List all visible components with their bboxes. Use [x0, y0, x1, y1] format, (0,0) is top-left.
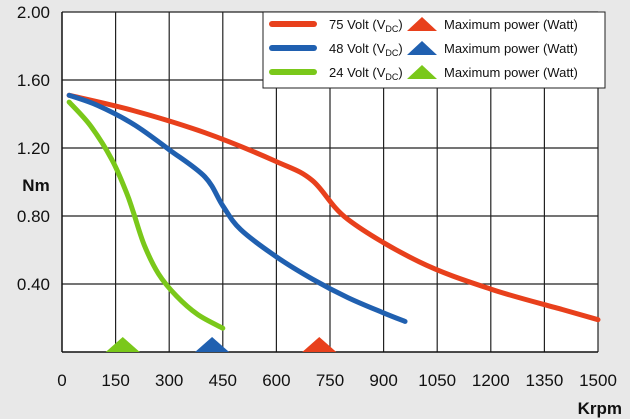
series-line-75-volt — [66, 92, 601, 323]
x-tick-label: 1050 — [418, 371, 456, 390]
y-tick-label: 0.80 — [17, 207, 50, 226]
legend: 75 Volt (VDC) Maximum power (Watt) 48 Volt… — [262, 11, 606, 89]
y-axis-title: Nm — [22, 176, 49, 195]
legend-box — [262, 11, 606, 89]
tick-labels: 0 150 300 450 600 750 900 1050 1200 1350 1500 0.40 0… — [17, 3, 622, 418]
legend-marker-75-volt — [407, 17, 437, 31]
x-tick-label: 900 — [369, 371, 397, 390]
x-tick-label: 1350 — [525, 371, 563, 390]
series-line-24-volt — [66, 99, 226, 331]
x-axis-title: Krpm — [578, 399, 622, 418]
legend-label-24-volt: 24 Volt (VDC) — [329, 65, 403, 82]
x-tick-label: 1500 — [579, 371, 617, 390]
x-tick-label: 300 — [155, 371, 183, 390]
series-lines — [66, 92, 601, 331]
legend-label-75-volt: 75 Volt (VDC) — [329, 17, 403, 34]
max-power-markers — [105, 337, 337, 352]
legend-marker-label-75-volt: Maximum power (Watt) — [444, 17, 578, 32]
max-power-marker-24-volt — [105, 337, 140, 352]
x-tick-label: 0 — [57, 371, 66, 390]
series-line-48-volt — [66, 92, 408, 324]
x-tick-label: 750 — [316, 371, 344, 390]
max-power-marker-75-volt — [302, 337, 337, 352]
x-tick-label: 450 — [209, 371, 237, 390]
y-tick-label: 2.00 — [17, 3, 50, 22]
legend-label-48-volt: 48 Volt (VDC) — [329, 41, 403, 58]
legend-marker-24-volt — [407, 65, 437, 79]
x-tick-label: 150 — [101, 371, 129, 390]
legend-marker-48-volt — [407, 41, 437, 55]
y-tick-label: 0.40 — [17, 275, 50, 294]
legend-marker-label-24-volt: Maximum power (Watt) — [444, 65, 578, 80]
x-tick-label: 1200 — [472, 371, 510, 390]
x-tick-label: 600 — [262, 371, 290, 390]
max-power-marker-48-volt — [195, 337, 230, 352]
y-tick-label: 1.20 — [17, 139, 50, 158]
legend-marker-label-48-volt: Maximum power (Watt) — [444, 41, 578, 56]
y-tick-label: 1.60 — [17, 71, 50, 90]
